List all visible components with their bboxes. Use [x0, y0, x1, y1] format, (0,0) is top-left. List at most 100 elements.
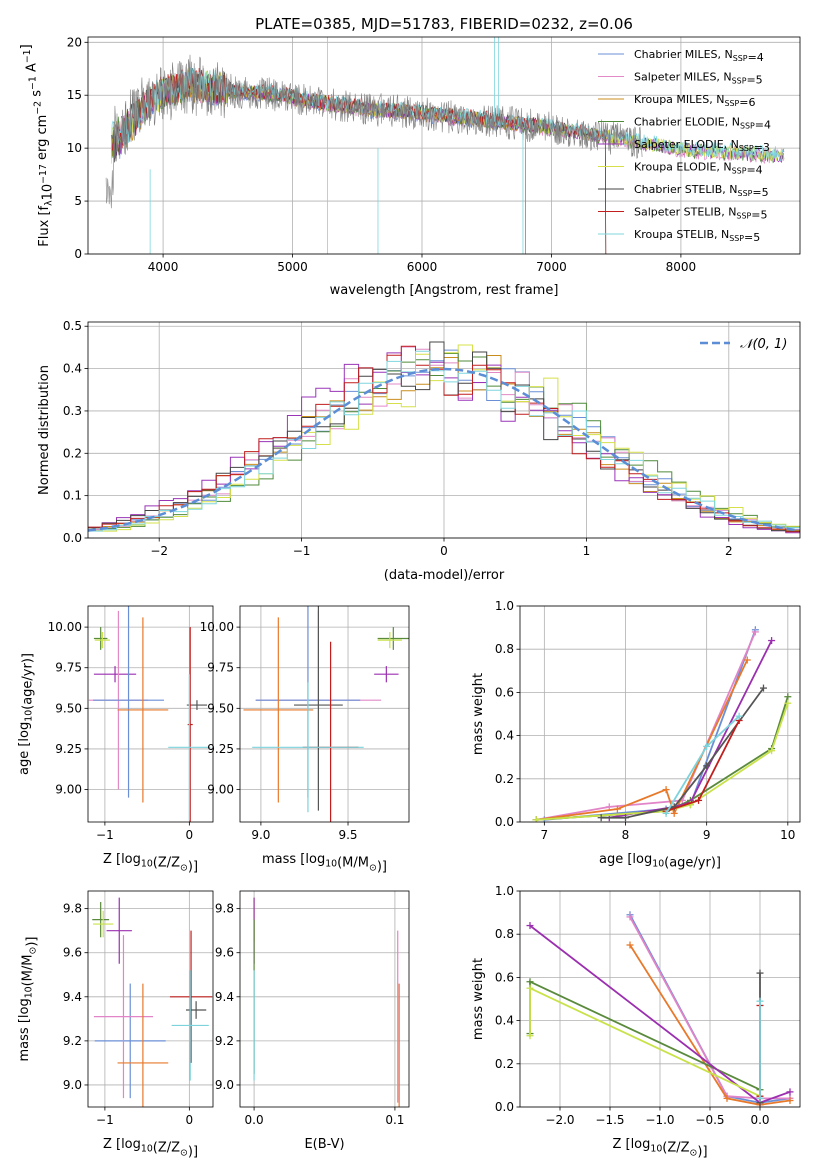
- label-part: SSP: [739, 144, 754, 153]
- y-tick-label: 9.75: [55, 661, 82, 675]
- label-part: ⊙: [690, 1147, 698, 1158]
- label-part: (Z/Z: [662, 1141, 689, 1156]
- legend-label: Salpeter MILES, NSSP=5: [634, 71, 763, 87]
- y-tick-label: 20: [67, 35, 82, 49]
- spectrum-plot: [105, 37, 785, 254]
- legend-label: Salpeter STELIB, NSSP=5: [634, 206, 767, 222]
- label-part: erg cm: [35, 115, 50, 164]
- y-tick-label: 9.25: [55, 742, 82, 756]
- label-part: Flux [f: [37, 205, 52, 246]
- x-tick-label: 9.5: [338, 828, 357, 842]
- series-line: [529, 986, 761, 1098]
- label-part: )]: [697, 1144, 707, 1159]
- series-line: [536, 659, 749, 821]
- x-tick-label: 7: [541, 828, 549, 842]
- label-part: =5: [746, 74, 762, 87]
- x-axis-label: wavelength [Angstrom, rest frame]: [330, 283, 559, 298]
- mass-vs-Z-plot: [92, 897, 213, 1107]
- series-line: [609, 640, 773, 819]
- label-part: A: [24, 63, 39, 76]
- y-tick-label: 9.50: [55, 701, 82, 715]
- x-tick-label: −2: [150, 544, 168, 558]
- y-tick-label: 0.2: [495, 772, 514, 786]
- label-part: SSP: [732, 167, 747, 176]
- y-axis-label: age [log10(age/yr)]: [17, 653, 36, 775]
- label-part: Chabrier STELIB, N: [634, 183, 738, 196]
- x-tick-label: 2: [725, 544, 733, 558]
- label-part: −2: [33, 101, 44, 115]
- series-line: [536, 631, 757, 821]
- y-tick-label: 9.00: [207, 783, 234, 797]
- y-tick-label: 9.8: [215, 902, 234, 916]
- y-tick-label: 5: [74, 194, 82, 208]
- data-line: [105, 54, 643, 209]
- legend-label: Chabrier STELIB, NSSP=5: [634, 183, 769, 199]
- legend-label: Chabrier MILES, NSSP=4: [634, 48, 764, 64]
- age-vs-mass-plot: [243, 606, 409, 822]
- label-part: ⊙: [369, 862, 377, 873]
- x-axis-label: age [log10(age/yr)]: [599, 852, 721, 871]
- x-tick-label: −2.0: [545, 1113, 574, 1127]
- y-tick-label: 0.2: [495, 1057, 514, 1071]
- axes-frame: [87, 890, 214, 1108]
- label-part: SSP: [738, 189, 753, 198]
- label-part: −1: [22, 49, 33, 63]
- series-line: [629, 916, 790, 1100]
- y-axis-label: mass weight: [471, 673, 486, 755]
- y-tick-label: 0.8: [495, 927, 514, 941]
- weight-vs-Z-plot: [526, 911, 794, 1107]
- label-part: Salpeter ELODIE, N: [634, 138, 739, 151]
- axes-frame: [87, 36, 801, 255]
- legend-label: Salpeter ELODIE, NSSP=3: [634, 138, 770, 154]
- label-part: SSP: [740, 122, 755, 131]
- y-tick-label: 9.4: [63, 990, 82, 1004]
- figure-title: PLATE=0385, MJD=51783, FIBERID=0232, z=0…: [255, 15, 633, 33]
- label-part: Salpeter MILES, N: [634, 71, 732, 84]
- y-tick-label: 0.8: [495, 642, 514, 656]
- label-part: 10: [141, 859, 153, 870]
- label-part: Kroupa ELODIE, N: [634, 161, 732, 174]
- x-tick-label: 0.0: [750, 1113, 769, 1127]
- label-part: −1: [27, 76, 38, 90]
- mass-vs-ebv-plot: [253, 897, 400, 1107]
- label-part: Chabrier ELODIE, N: [634, 116, 740, 129]
- y-tick-label: 0.3: [63, 404, 82, 418]
- y-tick-label: 0.4: [495, 1014, 514, 1028]
- y-tick-label: 9.50: [207, 701, 234, 715]
- y-tick-label: 9.6: [63, 946, 82, 960]
- x-tick-label: 8000: [666, 260, 697, 274]
- y-axis-label: Flux [fλ10−17 erg cm−2 s−1 A−1]: [19, 44, 56, 246]
- x-axis-label: mass [log10(M/M⊙)]: [262, 852, 387, 874]
- residuals-plot: [88, 341, 800, 534]
- x-tick-label: 4000: [148, 260, 179, 274]
- y-tick-label: 0.6: [495, 685, 514, 699]
- y-tick-label: 0.0: [495, 1100, 514, 1114]
- weight-vs-age-plot: [532, 626, 792, 822]
- label-part: Z [log: [103, 852, 141, 867]
- label-part: SSP: [732, 77, 747, 86]
- label-part: ⊙: [27, 947, 38, 955]
- x-axis-label: Z [log10(Z/Z⊙)]: [612, 1137, 707, 1159]
- weight-vs-Z-axes: −2.0 −1.5 −1.0 −0.5 0.0 0.0 0.2 0.4 0.6 0.8 1.0 Z […: [471, 884, 801, 1159]
- label-part: age [log: [599, 852, 652, 867]
- x-tick-label: −1.0: [645, 1113, 674, 1127]
- y-tick-label: 0: [74, 247, 82, 261]
- label-part: ⊙: [180, 1147, 188, 1158]
- x-axis-label: Z [log10(Z/Z⊙)]: [103, 1137, 198, 1159]
- age-vs-Z-plot: [88, 606, 211, 822]
- label-part: (age/yr)]: [664, 856, 721, 871]
- x-tick-label: 6000: [407, 260, 438, 274]
- y-tick-label: 9.0: [215, 1078, 234, 1092]
- y-tick-label: 10: [67, 141, 82, 155]
- x-tick-label: 9: [703, 828, 711, 842]
- label-part: SSP: [733, 54, 748, 63]
- legend-label: 𝒩(0, 1): [740, 337, 787, 352]
- x-axis-label: Z [log10(Z/Z⊙)]: [103, 852, 198, 874]
- axes-frame: [87, 605, 214, 823]
- y-tick-label: 9.25: [207, 742, 234, 756]
- label-part: 10: [650, 1144, 662, 1155]
- x-axis-label: (data-model)/error: [384, 568, 505, 583]
- y-axis-label: mass weight: [471, 958, 486, 1040]
